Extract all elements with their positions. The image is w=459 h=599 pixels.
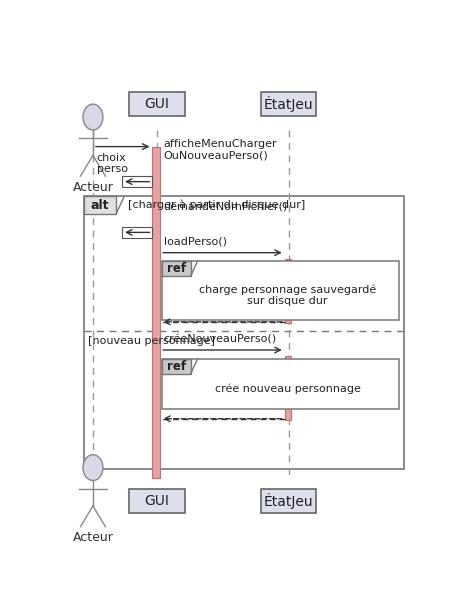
Text: [charger à partir du disque dur]: [charger à partir du disque dur] xyxy=(128,200,305,210)
Text: alt: alt xyxy=(91,199,109,211)
Bar xyxy=(152,147,160,478)
Text: GUI: GUI xyxy=(145,97,169,111)
Text: GUI: GUI xyxy=(145,494,169,508)
Text: ÉtatJeu: ÉtatJeu xyxy=(264,493,313,509)
Text: charge personnage sauvegardé
sur disque dur: charge personnage sauvegardé sur disque … xyxy=(199,284,376,306)
Bar xyxy=(129,92,185,116)
Text: créeNouveauPerso(): créeNouveauPerso() xyxy=(164,334,277,344)
Bar xyxy=(285,356,291,420)
Text: [nouveau personnage]: [nouveau personnage] xyxy=(88,335,215,346)
Bar xyxy=(122,226,152,238)
Bar xyxy=(162,261,399,320)
Text: afficheMenuCharger
OuNouveauPerso(): afficheMenuCharger OuNouveauPerso() xyxy=(164,140,277,161)
Bar xyxy=(122,176,152,187)
Bar xyxy=(84,196,116,214)
Bar xyxy=(162,359,399,409)
Bar xyxy=(162,261,191,276)
Circle shape xyxy=(83,104,103,130)
Circle shape xyxy=(83,455,103,480)
Bar xyxy=(261,489,316,513)
Text: Acteur: Acteur xyxy=(73,181,113,193)
Bar xyxy=(261,92,316,116)
Text: ÉtatJeu: ÉtatJeu xyxy=(264,96,313,112)
Text: ref: ref xyxy=(167,359,186,373)
Text: ref: ref xyxy=(167,262,186,275)
Bar xyxy=(84,196,404,470)
Bar xyxy=(162,359,191,374)
Text: crée nouveau personnage: crée nouveau personnage xyxy=(215,383,361,394)
Text: demandeNomFichier(): demandeNomFichier() xyxy=(164,202,288,211)
Text: loadPerso(): loadPerso() xyxy=(164,237,227,247)
Text: choix
perso: choix perso xyxy=(96,153,128,174)
Text: Acteur: Acteur xyxy=(73,531,113,544)
Bar xyxy=(285,259,291,323)
Bar xyxy=(129,489,185,513)
